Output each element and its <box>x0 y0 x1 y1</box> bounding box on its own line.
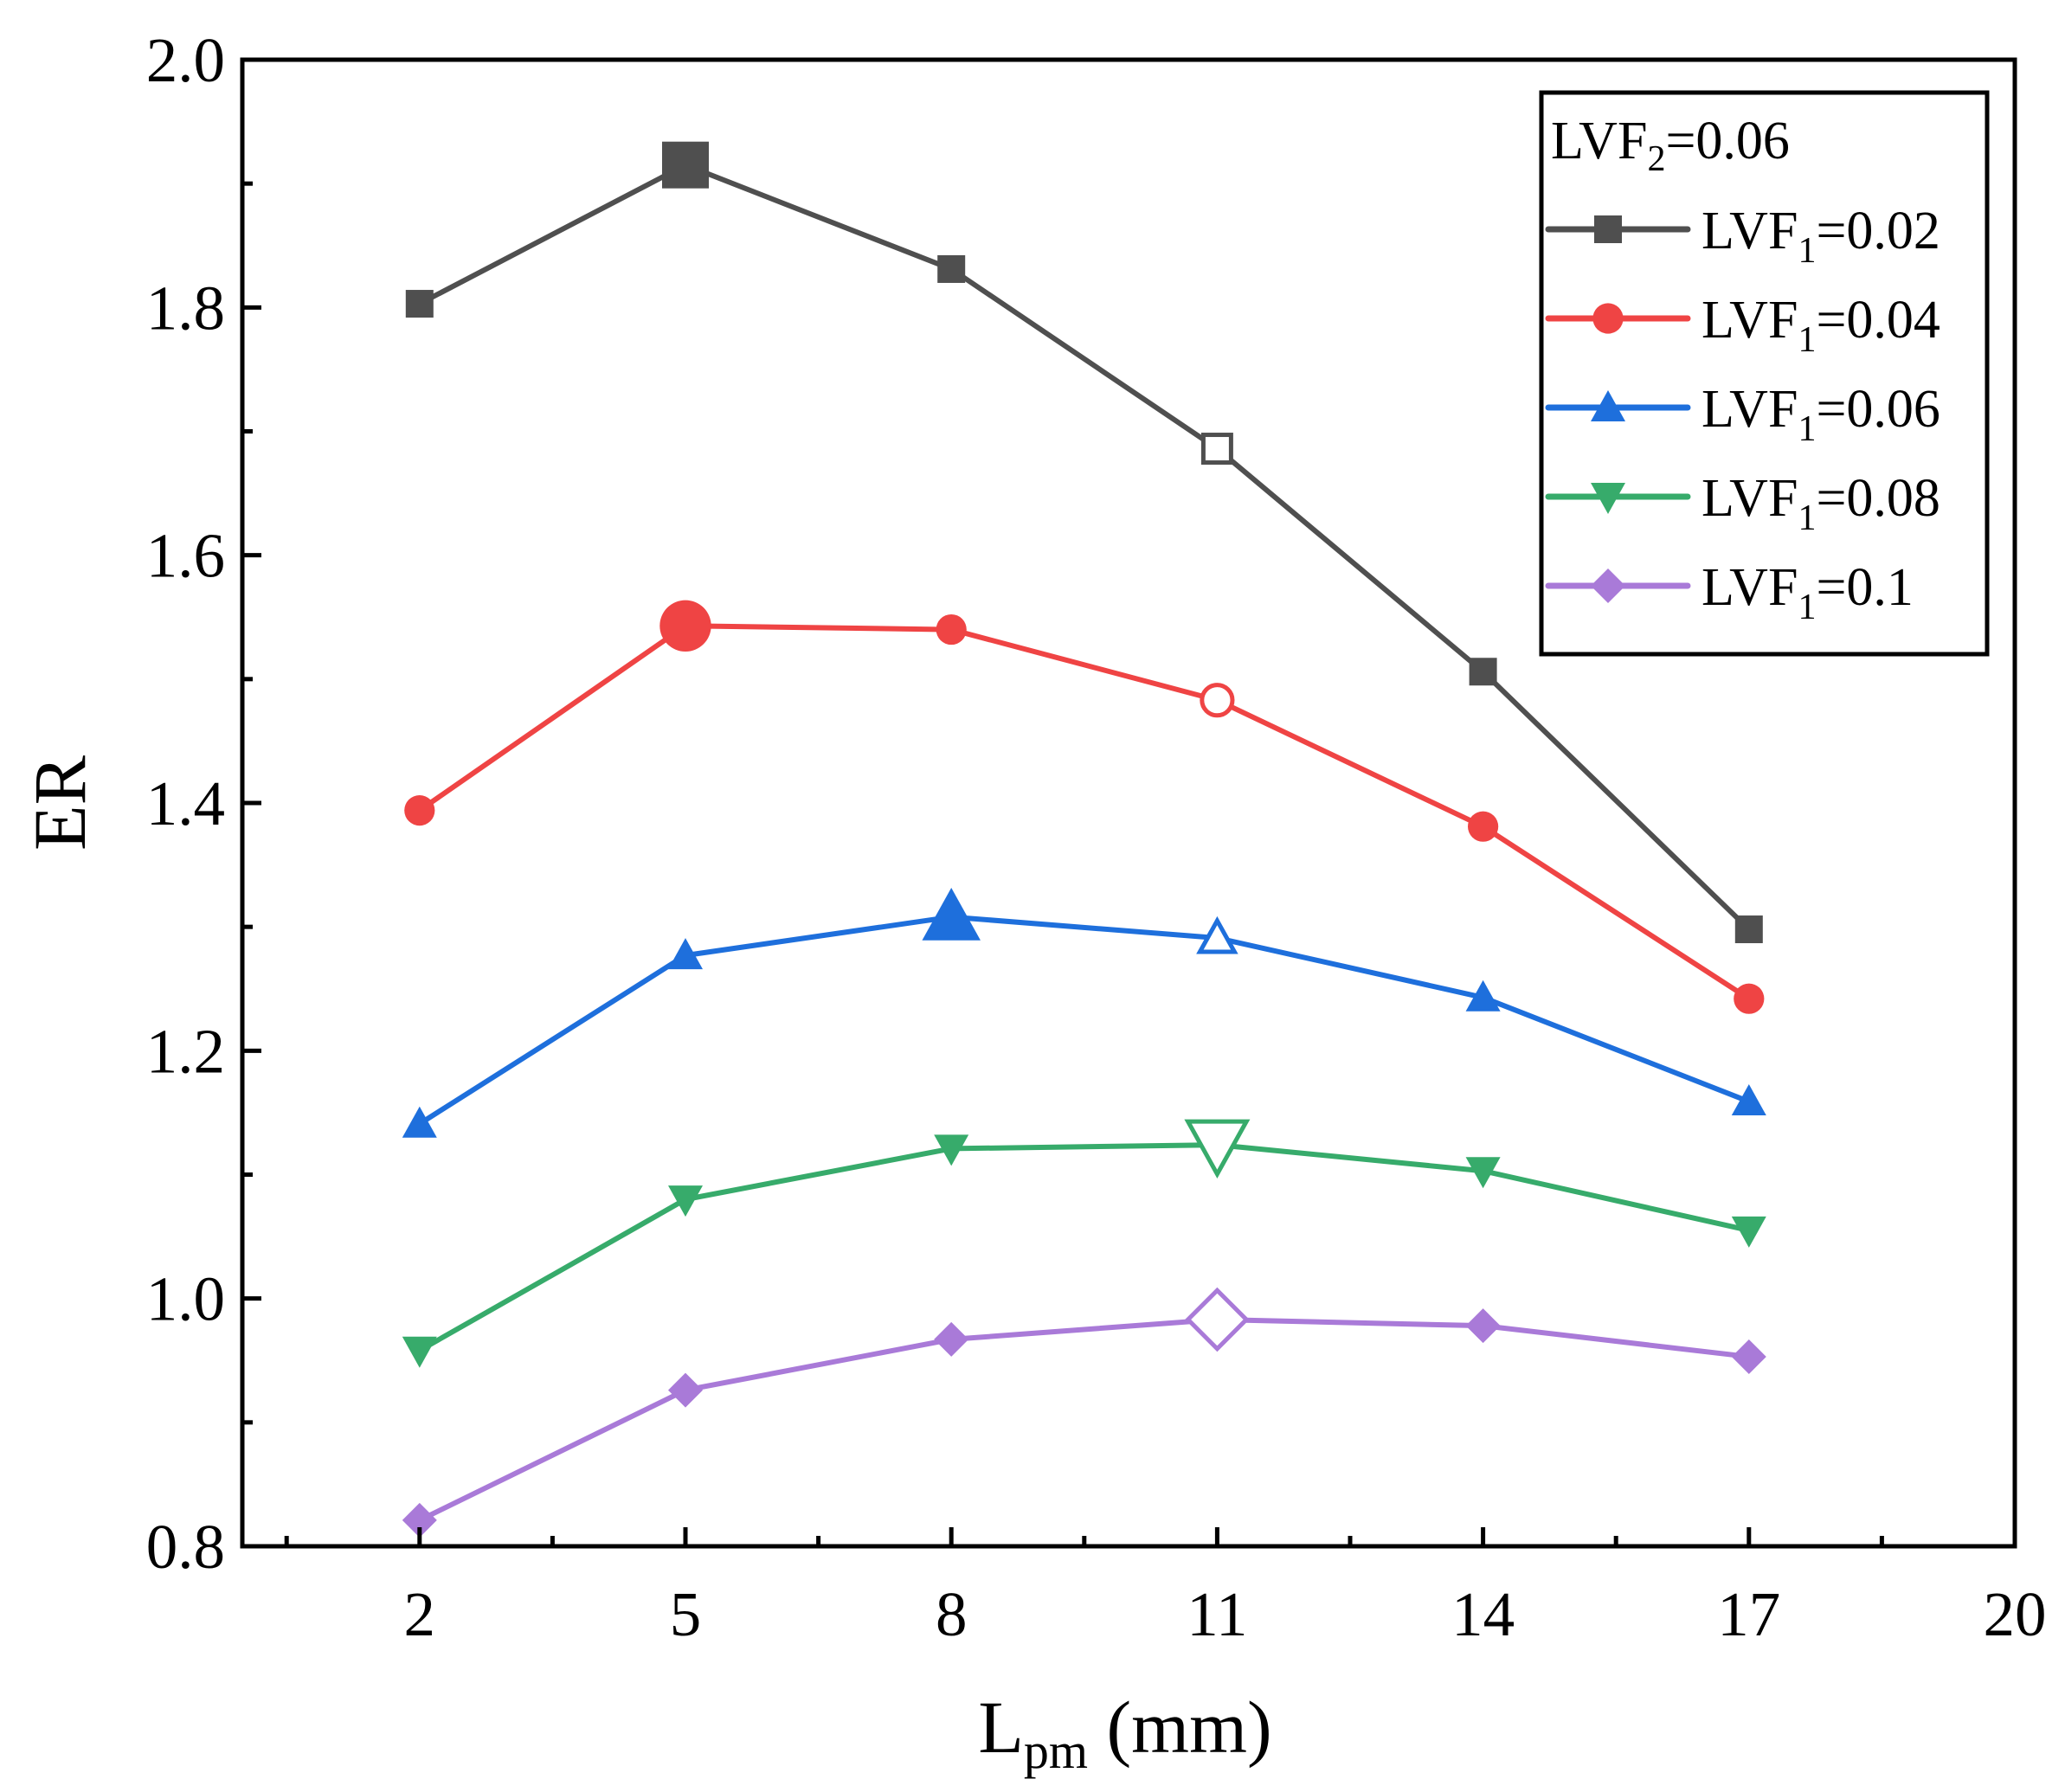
legend-marker <box>1591 390 1625 421</box>
data-point <box>1465 979 1501 1012</box>
series-line <box>418 914 1750 1127</box>
data-point <box>922 887 981 941</box>
data-point <box>1469 658 1497 686</box>
legend-item: LVF1=0.06 <box>1545 380 1940 449</box>
legend-item: LVF1=0.1 <box>1545 558 1914 627</box>
data-point <box>659 600 711 652</box>
legend-item: LVF1=0.04 <box>1545 291 1940 360</box>
data-point <box>1200 683 1235 718</box>
data-point <box>668 1185 703 1217</box>
data-point <box>405 290 434 318</box>
data-point <box>668 1372 703 1408</box>
x-tick-label: 20 <box>1984 1579 2047 1649</box>
data-point <box>936 613 967 646</box>
x-axis-label: Lpm (mm) <box>978 1686 1271 1779</box>
y-tick-label: 2.0 <box>146 25 225 95</box>
y-axis-label: ER <box>18 755 101 851</box>
data-point <box>1734 915 1763 944</box>
data-point <box>1185 1287 1250 1352</box>
series-line <box>418 1317 1750 1523</box>
legend-marker <box>1591 483 1625 514</box>
y-tick-label: 1.4 <box>146 768 225 838</box>
y-tick-label: 1.2 <box>146 1016 225 1086</box>
legend-label: LVF1=0.02 <box>1702 202 1940 271</box>
series-line <box>418 623 1751 1001</box>
data-point <box>662 141 709 189</box>
x-tick-label: 14 <box>1451 1579 1515 1649</box>
legend-item: LVF1=0.08 <box>1545 469 1940 538</box>
legend: LVF2=0.06 LVF1=0.02 LVF1=0.04 LVF1=0.06 LVF… <box>1539 90 1990 657</box>
data-point <box>402 1106 437 1138</box>
data-point <box>1734 983 1765 1014</box>
data-point <box>1468 811 1499 842</box>
y-tick-label: 0.8 <box>146 1512 225 1582</box>
legend-label: LVF1=0.1 <box>1702 558 1914 627</box>
data-point <box>402 1336 437 1368</box>
series-line <box>418 162 1751 932</box>
axes: 2 5 8 11 14 17 20 0.8 1.0 1.2 1.4 1.6 1.8 2.0 <box>146 25 2047 1649</box>
series-line <box>418 1142 1750 1353</box>
legend-title: LVF2=0.06 <box>1551 112 1790 179</box>
legend-marker <box>1591 568 1625 603</box>
series-LVF1=0.02 <box>405 141 1763 944</box>
data-point <box>404 794 435 826</box>
x-tick-label: 17 <box>1717 1579 1780 1649</box>
legend-marker <box>1594 215 1622 243</box>
x-tick-label: 11 <box>1187 1579 1247 1649</box>
data-point <box>1731 1084 1766 1116</box>
data-point <box>1196 915 1238 954</box>
series-LVF1=0.06 <box>402 887 1766 1138</box>
data-point <box>1731 1339 1766 1374</box>
legend-box <box>1539 90 1990 657</box>
x-tick-label: 2 <box>404 1579 436 1649</box>
series-LVF1=0.04 <box>404 600 1765 1014</box>
y-tick-label: 1.0 <box>146 1264 225 1334</box>
data-point <box>1731 1216 1766 1248</box>
data-point <box>1465 1157 1501 1189</box>
data-point <box>934 1321 969 1357</box>
legend-label: LVF1=0.04 <box>1702 291 1940 360</box>
y-tick-label: 1.8 <box>146 273 225 343</box>
x-tick-label: 5 <box>670 1579 702 1649</box>
legend-label: LVF1=0.08 <box>1702 469 1940 538</box>
data-point <box>1465 1308 1501 1344</box>
legend-item: LVF1=0.02 <box>1545 202 1940 271</box>
data-point <box>1184 1119 1251 1179</box>
data-point <box>937 254 966 283</box>
plot-marks <box>402 141 1766 1538</box>
data-point <box>668 938 703 970</box>
series-LVF1=0.08 <box>402 1119 1766 1368</box>
y-tick-label: 1.6 <box>146 521 225 591</box>
legend-marker <box>1592 303 1624 334</box>
x-tick-label: 8 <box>936 1579 968 1649</box>
legend-label: LVF1=0.06 <box>1702 380 1940 449</box>
data-point <box>934 1134 969 1166</box>
series-LVF1=0.1 <box>402 1287 1766 1538</box>
data-point <box>402 1502 437 1538</box>
data-point <box>1200 433 1233 466</box>
